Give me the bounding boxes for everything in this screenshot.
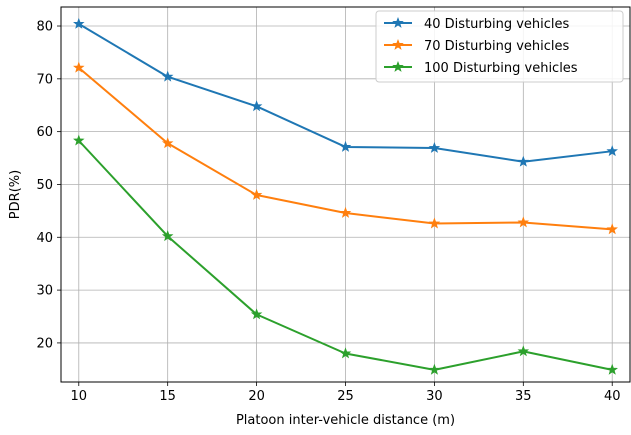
data-point	[73, 134, 85, 146]
data-point	[161, 70, 174, 82]
x-tick-label: 15	[159, 389, 176, 404]
x-tick-label: 35	[515, 389, 532, 404]
data-point	[606, 223, 618, 235]
x-tick-label: 25	[337, 389, 354, 404]
series-3	[73, 134, 618, 375]
legend-label: 70 Disturbing vehicles	[424, 39, 570, 54]
legend-label: 40 Disturbing vehicles	[424, 17, 570, 32]
data-point	[339, 206, 352, 218]
y-tick-label: 70	[36, 72, 53, 87]
legend-marker	[392, 16, 404, 28]
legend: 40 Disturbing vehicles 70 Disturbing vehi…	[375, 10, 624, 83]
data-point	[517, 216, 530, 228]
x-tick-label: 40	[604, 389, 621, 404]
legend-item: 40 Disturbing vehicles	[384, 16, 570, 32]
ticks: 10 15 20 25 30 35 40 20 30 40 50 60 70 80	[36, 20, 620, 404]
x-axis-label: Platoon inter-vehicle distance (m)	[236, 413, 455, 428]
data-point	[517, 155, 530, 167]
data-point	[73, 17, 85, 29]
legend-marker	[392, 60, 404, 72]
x-tick-label: 20	[248, 389, 265, 404]
legend-box	[375, 10, 624, 83]
data-point	[250, 308, 263, 320]
data-point	[161, 230, 174, 242]
data-point	[73, 61, 85, 73]
data-point	[339, 140, 352, 152]
legend-item: 70 Disturbing vehicles	[384, 38, 570, 54]
data-point	[428, 363, 441, 375]
legend-label: 100 Disturbing vehicles	[424, 61, 578, 76]
series-group	[73, 17, 618, 375]
x-tick-label: 30	[426, 389, 443, 404]
data-point	[161, 137, 174, 149]
y-tick-label: 30	[36, 284, 53, 299]
legend-marker	[392, 38, 404, 50]
y-tick-label: 20	[36, 336, 53, 351]
data-point	[606, 145, 618, 157]
data-point	[250, 188, 263, 200]
data-point	[517, 345, 530, 357]
y-tick-label: 40	[36, 231, 53, 246]
data-point	[428, 141, 441, 153]
data-point	[339, 347, 352, 359]
y-tick-label: 50	[36, 178, 53, 193]
y-tick-label: 60	[36, 125, 53, 140]
data-point	[606, 363, 618, 375]
series-1	[73, 17, 618, 167]
legend-item: 100 Disturbing vehicles	[384, 60, 578, 76]
data-point	[250, 100, 263, 112]
data-point	[428, 217, 441, 229]
y-axis-label: PDR(%)	[8, 170, 23, 219]
x-tick-label: 10	[71, 389, 88, 404]
y-tick-label: 80	[36, 20, 53, 35]
series-2	[73, 61, 618, 235]
